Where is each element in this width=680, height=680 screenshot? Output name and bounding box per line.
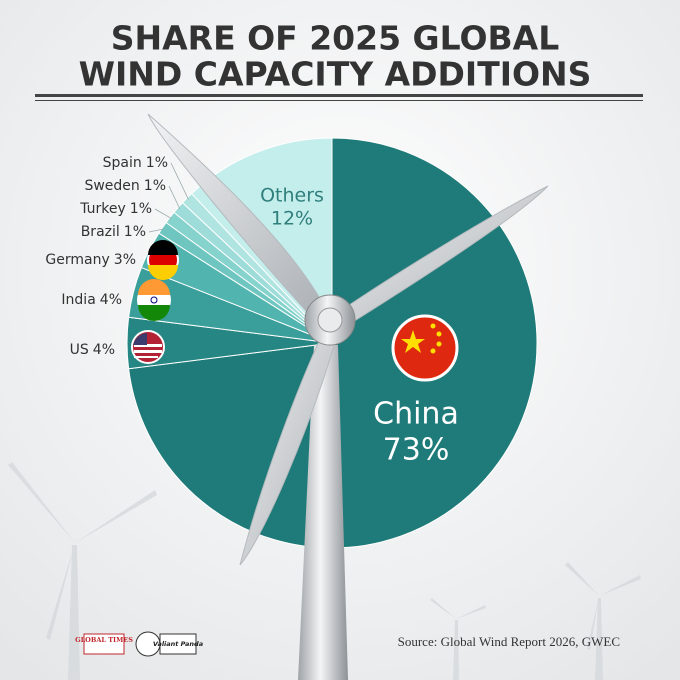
credits: GLOBAL TIMES Valiant Panda: [75, 631, 203, 657]
title-line: WIND CAPACITY ADDITIONS: [79, 55, 592, 94]
slice-label: Others: [260, 185, 324, 207]
logo: Valiant Panda: [153, 640, 203, 648]
slice-label: US 4%: [70, 342, 115, 358]
slice-value: 4%: [93, 342, 115, 358]
slice-label: Brazil 1%: [81, 224, 146, 240]
title-rule: [35, 100, 643, 101]
flags: [131, 240, 459, 382]
slice-label: Sweden 1%: [84, 178, 166, 194]
slice-label: Germany 3%: [45, 252, 136, 268]
slice-value: 1%: [144, 178, 166, 194]
slice-label: India 4%: [61, 292, 122, 308]
slice-label: China: [373, 397, 459, 432]
slice-value: 3%: [114, 252, 136, 268]
slice-value: 1%: [146, 155, 168, 171]
slice-value: 73%: [383, 433, 450, 468]
slice-value: 1%: [124, 224, 146, 240]
bg-turbines: [8, 462, 641, 680]
slice-label: Turkey 1%: [79, 201, 152, 217]
category-name: Turkey: [79, 201, 126, 217]
slice-value: 1%: [130, 201, 152, 217]
leader-line: [154, 208, 172, 219]
category-name: India: [61, 292, 95, 308]
category-name: Sweden: [84, 178, 139, 194]
logo: GLOBAL TIMES: [75, 636, 133, 644]
slice-value: 12%: [271, 207, 313, 229]
category-name: US: [70, 342, 89, 358]
leader-line: [148, 228, 165, 233]
title-line: SHARE OF 2025 GLOBAL: [111, 19, 560, 58]
leader-line: [170, 162, 189, 200]
slice-label: Spain 1%: [103, 155, 168, 171]
category-name: Brazil: [81, 224, 120, 240]
slice-value: 4%: [100, 292, 122, 308]
source: Source: Global Wind Report 2026, GWEC: [398, 634, 620, 649]
turbine: [147, 113, 549, 680]
category-name: Spain: [103, 155, 142, 171]
category-name: Germany: [45, 252, 109, 268]
leader-line: [168, 185, 181, 209]
title-rule: [35, 94, 643, 97]
